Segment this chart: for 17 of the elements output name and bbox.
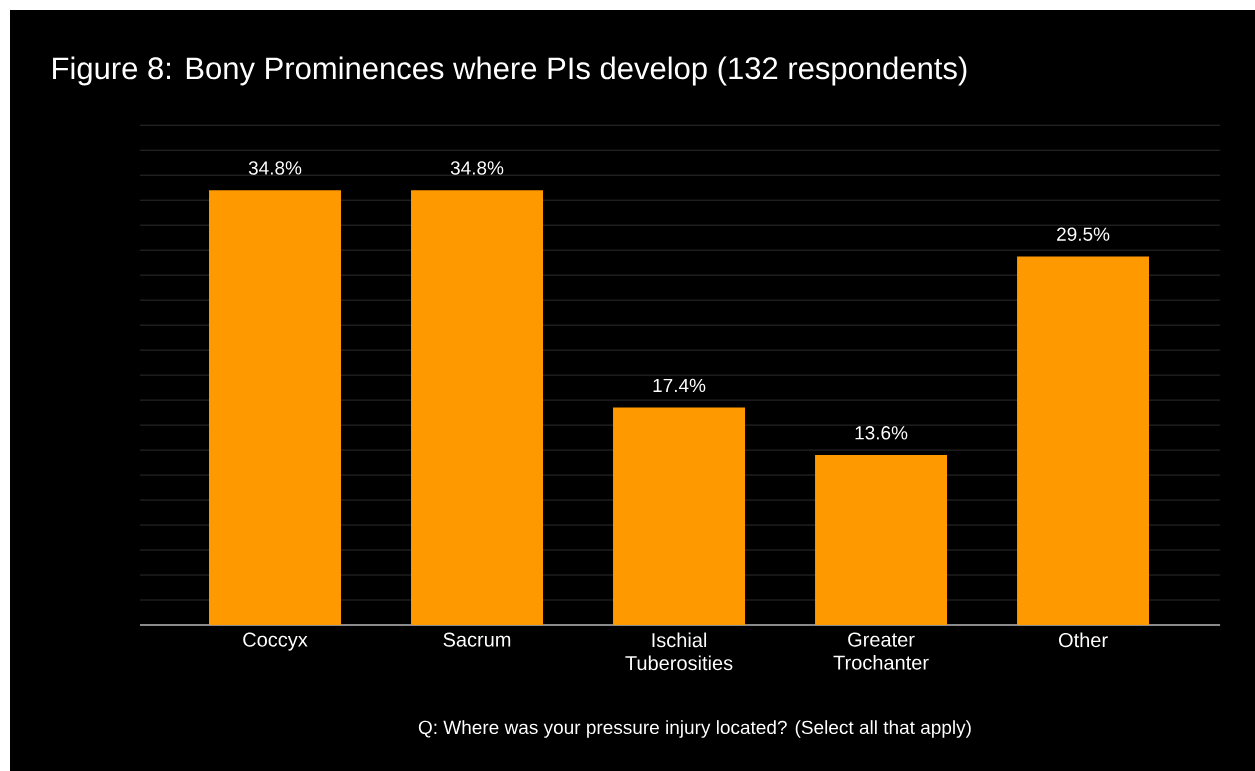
- x-tick-label: Sacrum: [443, 632, 511, 647]
- data-label: 34.8%: [248, 161, 302, 175]
- x-tick-label: Other: [1059, 632, 1108, 648]
- bar: [209, 190, 342, 625]
- x-tick-label: Coccyx: [243, 632, 308, 651]
- bar: [613, 407, 746, 625]
- bar: [1017, 256, 1150, 625]
- data-label: 13.6%: [855, 426, 908, 440]
- x-tick-label: Greater Trochanter: [833, 632, 929, 670]
- x-axis-title: Q: Where was your pressure injury located? (Select all that apply): [418, 720, 971, 738]
- x-tick-label: Ischial Tuberosities: [625, 632, 733, 671]
- data-label: 34.8%: [450, 161, 504, 175]
- data-label: 17.4%: [653, 378, 706, 393]
- bar: [815, 455, 948, 625]
- chart-title: Figure 8: Bony Prominences where PIs develop (132 respondents): [53, 56, 967, 86]
- bar: [411, 190, 544, 625]
- data-label: 29.5%: [1057, 227, 1110, 241]
